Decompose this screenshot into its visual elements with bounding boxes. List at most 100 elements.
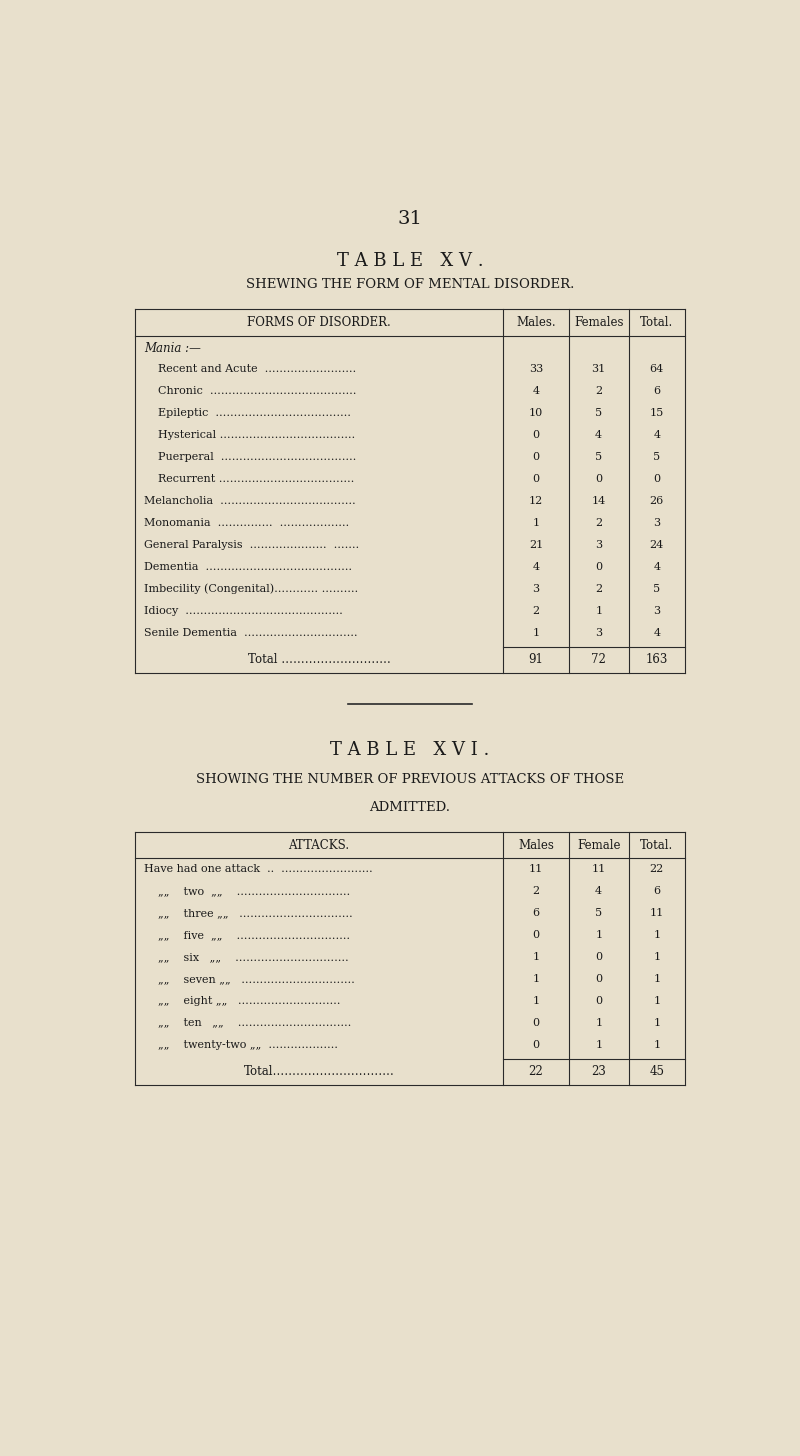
Text: 6: 6 — [532, 909, 539, 917]
Text: Total………………………….: Total…………………………. — [243, 1066, 394, 1079]
Text: 23: 23 — [591, 1066, 606, 1079]
Text: 1: 1 — [532, 974, 539, 984]
Text: Imbecility (Congenital)………… ……….: Imbecility (Congenital)………… ………. — [144, 584, 358, 594]
Text: Total.: Total. — [640, 839, 674, 852]
Text: 2: 2 — [532, 887, 539, 895]
Text: 1: 1 — [532, 518, 539, 529]
Text: 11: 11 — [650, 909, 664, 917]
Text: 0: 0 — [595, 562, 602, 572]
Text: Females: Females — [574, 316, 623, 329]
Text: 64: 64 — [650, 364, 664, 374]
Text: Epileptic  ……………………………….: Epileptic ………………………………. — [144, 408, 351, 418]
Text: 72: 72 — [591, 654, 606, 667]
Text: 31: 31 — [591, 364, 606, 374]
Text: 3: 3 — [654, 518, 661, 529]
Text: 4: 4 — [532, 562, 539, 572]
Text: 22: 22 — [650, 863, 664, 874]
Text: Hysterical ……………………………….: Hysterical ………………………………. — [144, 430, 355, 440]
Text: 2: 2 — [595, 386, 602, 396]
Text: 11: 11 — [591, 863, 606, 874]
Text: FORMS OF DISORDER.: FORMS OF DISORDER. — [247, 316, 391, 329]
Text: Senile Dementia  ………………………….: Senile Dementia …………………………. — [144, 628, 358, 638]
Text: 22: 22 — [529, 1066, 543, 1079]
Text: 3: 3 — [654, 606, 661, 616]
Text: 0: 0 — [532, 430, 539, 440]
Text: Puerperal  ……………………………….: Puerperal ………………………………. — [144, 453, 357, 462]
Text: SHOWING THE NUMBER OF PREVIOUS ATTACKS OF THOSE: SHOWING THE NUMBER OF PREVIOUS ATTACKS O… — [196, 773, 624, 786]
Text: „„    five  „„    ………………………….: „„ five „„ …………………………. — [144, 930, 350, 941]
Text: 3: 3 — [532, 584, 539, 594]
Text: T A B L E   X V .: T A B L E X V . — [337, 252, 483, 271]
Text: 5: 5 — [595, 408, 602, 418]
Text: 91: 91 — [529, 654, 543, 667]
Text: 3: 3 — [595, 628, 602, 638]
Text: 1: 1 — [595, 930, 602, 941]
Text: 5: 5 — [595, 909, 602, 917]
Text: Males.: Males. — [516, 316, 556, 329]
Text: 5: 5 — [654, 453, 661, 462]
Text: 1: 1 — [532, 996, 539, 1006]
Text: 2: 2 — [595, 584, 602, 594]
Text: 15: 15 — [650, 408, 664, 418]
Text: 6: 6 — [654, 887, 661, 895]
Text: 0: 0 — [532, 1040, 539, 1050]
Text: 3: 3 — [595, 540, 602, 550]
Text: General Paralysis  …………………  …….: General Paralysis ………………… ……. — [144, 540, 359, 550]
Text: 0: 0 — [532, 475, 539, 483]
Text: 24: 24 — [650, 540, 664, 550]
Text: 163: 163 — [646, 654, 668, 667]
Text: 1: 1 — [654, 1018, 661, 1028]
Text: 0: 0 — [532, 1018, 539, 1028]
Text: 0: 0 — [532, 453, 539, 462]
Text: 6: 6 — [654, 386, 661, 396]
Text: 0: 0 — [595, 974, 602, 984]
Text: „„    two  „„    ………………………….: „„ two „„ …………………………. — [144, 887, 350, 895]
Text: Mania :—: Mania :— — [144, 342, 201, 355]
Text: Chronic  ………………………………….: Chronic …………………………………. — [144, 386, 357, 396]
Text: 26: 26 — [650, 496, 664, 507]
Text: 1: 1 — [654, 1040, 661, 1050]
Text: 5: 5 — [595, 453, 602, 462]
Text: Melancholia  ……………………………….: Melancholia ………………………………. — [144, 496, 356, 507]
Text: 1: 1 — [595, 1040, 602, 1050]
Text: 1: 1 — [654, 930, 661, 941]
Text: 45: 45 — [650, 1066, 664, 1079]
Text: 4: 4 — [595, 430, 602, 440]
Text: ATTACKS.: ATTACKS. — [288, 839, 350, 852]
Text: 1: 1 — [595, 606, 602, 616]
Text: Monomania  ……………  ……………….: Monomania …………… ………………. — [144, 518, 350, 529]
Text: 2: 2 — [595, 518, 602, 529]
Text: 0: 0 — [595, 952, 602, 962]
Text: 4: 4 — [532, 386, 539, 396]
Text: Dementia  ………………………………….: Dementia …………………………………. — [144, 562, 352, 572]
Text: 21: 21 — [529, 540, 543, 550]
Text: 1: 1 — [532, 952, 539, 962]
Text: 1: 1 — [654, 996, 661, 1006]
Text: T A B L E   X V I .: T A B L E X V I . — [330, 741, 490, 759]
Text: Female: Female — [577, 839, 621, 852]
Text: Recurrent ……………………………….: Recurrent ………………………………. — [144, 475, 354, 483]
Text: 0: 0 — [595, 475, 602, 483]
Text: „„    seven „„   ………………………….: „„ seven „„ …………………………. — [144, 974, 355, 984]
Text: 4: 4 — [654, 628, 661, 638]
Text: 4: 4 — [654, 430, 661, 440]
Text: 10: 10 — [529, 408, 543, 418]
Text: 1: 1 — [595, 1018, 602, 1028]
Text: 31: 31 — [398, 210, 422, 229]
Text: 2: 2 — [532, 606, 539, 616]
Text: 4: 4 — [654, 562, 661, 572]
Text: Idiocy  …………………………………….: Idiocy ……………………………………. — [144, 606, 343, 616]
Text: 14: 14 — [591, 496, 606, 507]
Text: „„    eight „„   ……………………….: „„ eight „„ ………………………. — [144, 996, 341, 1006]
Text: „„    three „„   ………………………….: „„ three „„ …………………………. — [144, 909, 353, 917]
Text: Recent and Acute  …………………….: Recent and Acute ……………………. — [144, 364, 356, 374]
Text: 4: 4 — [595, 887, 602, 895]
Text: 11: 11 — [529, 863, 543, 874]
Text: 33: 33 — [529, 364, 543, 374]
Text: 0: 0 — [595, 996, 602, 1006]
Text: Have had one attack  ..  …………………….: Have had one attack .. ……………………. — [144, 863, 373, 874]
Text: 12: 12 — [529, 496, 543, 507]
Text: „„    ten   „„    ………………………….: „„ ten „„ …………………………. — [144, 1018, 351, 1028]
Text: Males: Males — [518, 839, 554, 852]
Text: 1: 1 — [532, 628, 539, 638]
